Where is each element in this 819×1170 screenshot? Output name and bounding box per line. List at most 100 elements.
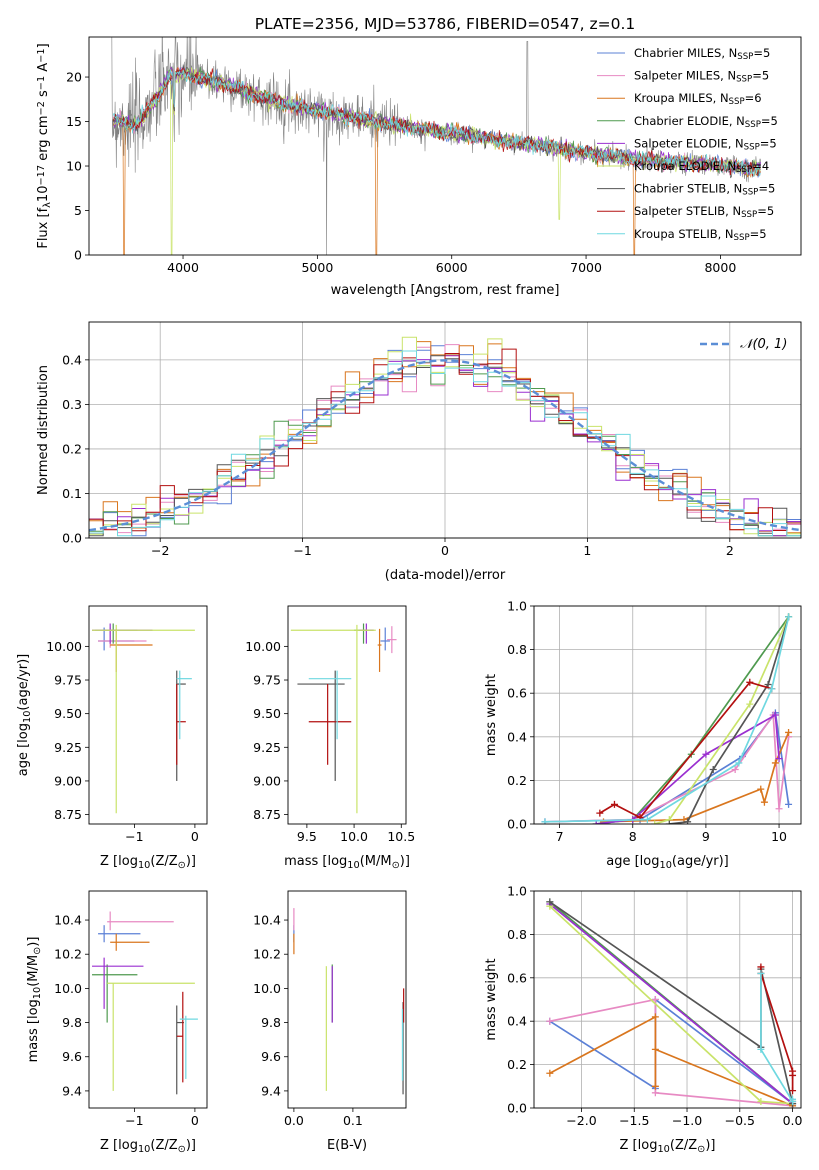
age_vs_mass-xlabel-part: (M/M — [360, 854, 392, 869]
weight_vs_age-marker-salpeter_stelib — [610, 800, 618, 808]
mass_vs_ebv-xlabel: E(B-V) — [327, 1138, 367, 1153]
weight_vs_Z-marker-chabrier_stelib — [546, 898, 554, 906]
weight_vs_age-marker-chabrier_stelib — [709, 766, 717, 773]
legend-label-chabrier_elodie: Chabrier ELODIE, NSSP=5 — [634, 114, 778, 130]
legend-label-salpeter_miles-part: Salpeter MILES, N — [634, 69, 736, 83]
legend-label-chabrier_miles: Chabrier MILES, NSSP=5 — [634, 46, 770, 62]
residuals-plot-area — [89, 336, 801, 537]
mass_vs_ebv-xtick-label: 0.0 — [284, 1113, 304, 1128]
age_vs_Z-xlabel-part: Z [log — [100, 854, 138, 869]
spectrum-ylabel-part: A — [36, 63, 51, 76]
weight_vs_Z-ytick-label: 0.6 — [507, 970, 527, 985]
weight_vs_age-marker-kroupa_stelib — [785, 613, 793, 621]
age_vs_mass-ytick-label: 9.25 — [253, 740, 281, 755]
age_vs_Z-xlabel-part: )] — [186, 854, 196, 869]
spectrum-xlabel: wavelength [Angstrom, rest frame] — [331, 283, 560, 298]
residuals-ytick-label: 0.4 — [62, 352, 82, 367]
age_vs_mass-xlabel-part: mass [log — [284, 854, 347, 869]
mass_vs_Z-ylabel-part: mass [log — [26, 999, 41, 1062]
legend-label-salpeter_elodie-part: =5 — [760, 136, 777, 150]
weight_vs_age-marker-salpeter_elodie — [775, 755, 783, 763]
weight_vs_age-marker-chabrier_stelib — [665, 820, 673, 824]
age_vs_mass-ytick-label: 9.50 — [253, 706, 281, 721]
mass_vs_ebv-ytick-label: 9.8 — [261, 1015, 281, 1030]
mass_vs_Z-ylabel-part: (M/M — [26, 955, 41, 987]
weight_vs_Z-xlabel-part: 10 — [657, 1144, 669, 1155]
spectrum-model-kroupa_stelib — [112, 69, 761, 177]
spectrum-xtick-label: 8000 — [704, 260, 736, 275]
gaussian-curve — [89, 359, 801, 532]
weight_vs_Z-marker-salpeter_stelib — [789, 1071, 797, 1079]
weight_vs_age-marker-salpeter_miles — [731, 766, 739, 773]
age_vs_mass-xtick-label: 9.5 — [297, 829, 317, 844]
weight_vs_age-line-kroupa_stelib — [544, 616, 790, 823]
weight_vs_Z-ytick-label: 0.2 — [507, 1057, 527, 1072]
weight_vs_Z-xtick-label: −1.5 — [619, 1113, 649, 1128]
age_vs_Z-xlabel-part: (Z/Z — [150, 854, 177, 869]
weight_vs_age-marker-kroupa_stelib — [541, 818, 549, 824]
weight_vs_age-marker-salpeter_elodie — [771, 711, 779, 719]
spectrum-xlabel-part: wavelength [Angstrom, rest frame] — [331, 283, 560, 298]
age_vs_mass-ytick-label: 9.75 — [253, 673, 281, 688]
weight_vs_age-marker-kroupa_miles — [771, 759, 779, 767]
spectrum-ylabel-part: s — [36, 90, 51, 101]
weight_vs_Z-xtick-label: −1.0 — [672, 1113, 702, 1128]
weight_vs_Z-xlabel: Z [log10(Z/Z⊙)] — [620, 1138, 716, 1155]
spectrum-ytick-label: 10 — [66, 159, 82, 174]
residuals-panel: −2 −1 0 1 2 0.0 0.1 0.2 0.3 0.4 (data-model)/error… — [36, 321, 802, 583]
spectrum-xtick-label: 5000 — [301, 260, 333, 275]
weight_vs_age-line-kroupa_elodie — [654, 616, 790, 824]
legend-label-kroupa_elodie-part: Kroupa ELODIE, N — [634, 159, 736, 173]
mass_vs_ebv-ytick-label: 10.0 — [253, 981, 281, 996]
mass_vs_Z-xlabel-part: ⊙ — [178, 1144, 186, 1155]
legend-label-chabrier_stelib-part: SSP — [742, 188, 758, 198]
weight_vs_age-marker-salpeter_elodie — [592, 820, 600, 824]
weight_vs_age-marker-salpeter_elodie — [702, 750, 710, 758]
mass_vs_ebv-panel: 0.0 0.1 9.4 9.6 9.8 10.0 10.2 10.4 E(B-V) — [253, 890, 407, 1153]
weight_vs_age-xlabel: age [log10(age/yr)] — [606, 854, 729, 871]
weight_vs_age-ytick-label: 1.0 — [507, 599, 527, 614]
weight_vs_Z-line-kroupa_miles — [549, 1015, 794, 1108]
weight_vs_Z-xtick-label: 0.0 — [783, 1113, 803, 1128]
weight_vs_age-frame — [533, 605, 802, 825]
spectrum-model-salpeter_stelib — [112, 67, 761, 177]
spectrum-ylabel-part: λ — [42, 202, 53, 208]
age_vs_Z-xtick-label: −1 — [125, 829, 143, 844]
mass_vs_ebv-ytick-label: 9.4 — [261, 1083, 281, 1098]
weight_vs_age-marker-chabrier_stelib — [764, 680, 772, 688]
weight_vs_age-line-chabrier_miles — [544, 710, 790, 823]
weight_vs_age-marker-kroupa_miles — [760, 798, 768, 806]
weight_vs_age-xtick-label: 8 — [629, 829, 637, 844]
mass_vs_Z-ytick-label: 10.0 — [54, 981, 82, 996]
mass_vs_Z-xlabel-part: 10 — [138, 1144, 150, 1155]
weight_vs_age-ylabel-part: mass weight — [484, 674, 499, 756]
legend-label-salpeter_elodie: Salpeter ELODIE, NSSP=5 — [634, 136, 777, 152]
weight_vs_Z-xlabel-part: )] — [705, 1138, 715, 1153]
weight_vs_Z-marker-kroupa_elodie — [757, 1097, 765, 1105]
residuals-xlabel-part: (data-model)/error — [385, 568, 506, 583]
age_vs_mass-xtick-label: 10.5 — [387, 829, 415, 844]
age_vs_mass-ytick-label: 9.00 — [253, 773, 281, 788]
weight_vs_Z-marker-kroupa_stelib — [757, 969, 765, 977]
age_vs_mass-panel: 9.5 10.0 10.5 8.75 9.00 9.25 9.50 9.75 10.00 mass… — [245, 605, 415, 871]
spectrum-ytick-label: 5 — [74, 203, 82, 218]
mass_vs_ebv-ytick-label: 10.2 — [253, 947, 281, 962]
weight_vs_age-line-chabrier_elodie — [596, 616, 790, 824]
mass_vs_Z-xlabel-part: Z [log — [100, 1138, 138, 1153]
weight_vs_Z-line-salpeter_elodie — [549, 903, 794, 1105]
weight_vs_Z-marker-salpeter_miles — [546, 1017, 554, 1025]
legend-label-salpeter_miles-part: SSP — [736, 75, 752, 85]
weight_vs_Z-xtick-label: −2.0 — [566, 1113, 596, 1128]
spectrum-plot-area — [111, 37, 761, 255]
legend-label-chabrier_stelib-part: =5 — [758, 182, 775, 196]
legend-label-chabrier_stelib-part: Chabrier STELIB, N — [634, 182, 742, 196]
residuals-ytick-label: 0.1 — [62, 486, 82, 501]
legend-label-kroupa_elodie-part: SSP — [736, 165, 752, 175]
residuals-xtick-label: 0 — [441, 543, 449, 558]
legend-label-salpeter_miles: Salpeter MILES, NSSP=5 — [634, 69, 769, 85]
mass_vs_Z-plot-area — [92, 911, 198, 1095]
weight_vs_age-ytick-label: 0.0 — [507, 817, 527, 832]
legend-label-salpeter_elodie-part: SSP — [744, 143, 760, 153]
weight_vs_age-plot-area — [541, 613, 793, 824]
weight_vs_Z-marker-kroupa_miles — [546, 1069, 554, 1077]
